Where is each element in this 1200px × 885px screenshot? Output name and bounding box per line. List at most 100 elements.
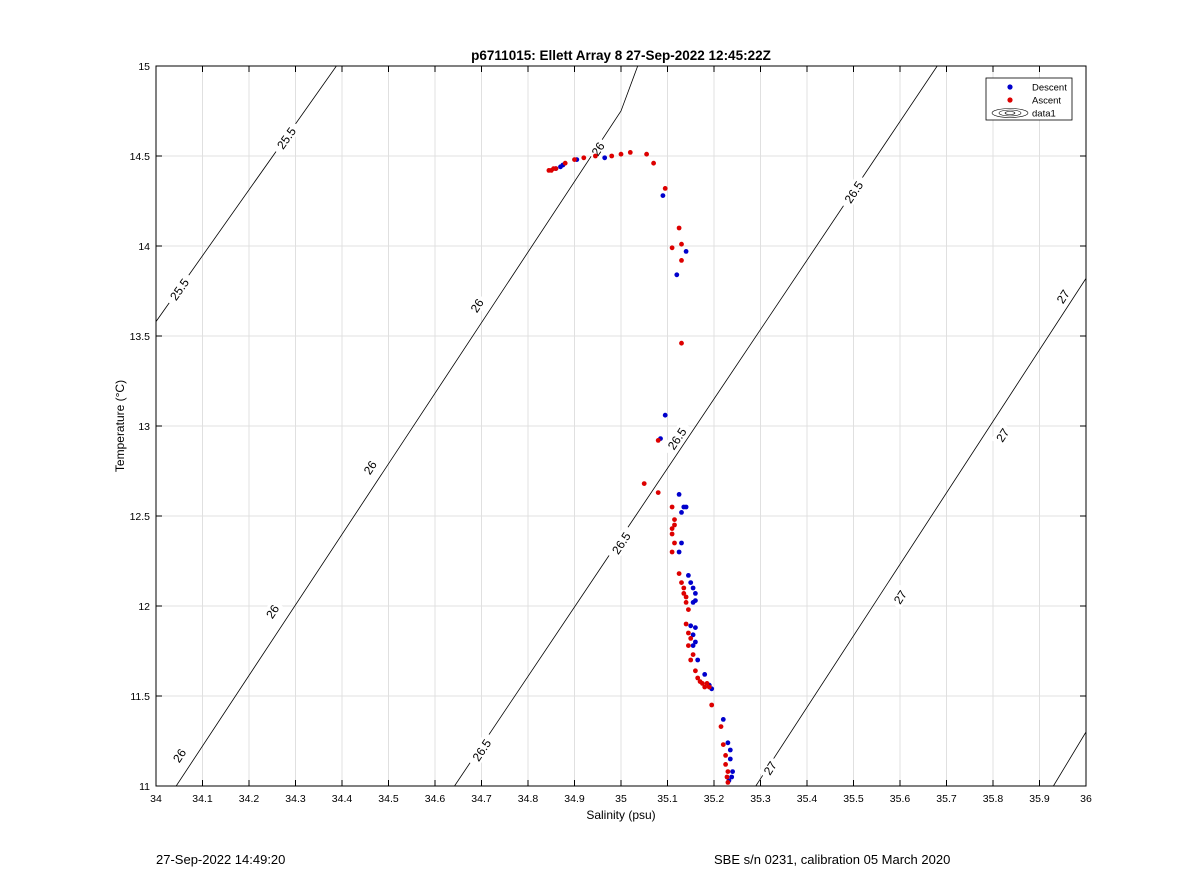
ascent-point — [672, 517, 677, 522]
x-axis-label: Salinity (psu) — [586, 808, 655, 822]
x-ticks: 34 34.1 34.2 34.3 34.4 34.5 34.6 34.7 34.8 34.9 35… — [150, 66, 1092, 805]
ascent-point — [669, 245, 675, 251]
ascent-point — [669, 526, 675, 531]
footer-calibration: SBE s/n 0231, calibration 05 March 2020 — [714, 852, 951, 867]
ascent-point — [679, 580, 684, 585]
isopycnal-line — [175, 66, 639, 786]
descent-point — [686, 573, 691, 578]
ascent-point — [651, 160, 656, 166]
descent-point — [688, 623, 694, 629]
ascent-point — [553, 166, 559, 172]
ascent-point — [672, 522, 677, 528]
descent-point — [674, 272, 680, 278]
y-tick-label: 12 — [138, 601, 150, 613]
descent-point — [693, 625, 698, 630]
x-tick-label: 35.3 — [750, 793, 771, 805]
isopycnal-label-bg — [990, 422, 1014, 448]
descent-point — [729, 774, 735, 780]
ascent-point — [679, 258, 684, 263]
ascent-point — [706, 684, 712, 690]
ascent-point — [720, 742, 726, 747]
x-tick-label: 34.5 — [378, 793, 399, 805]
ascent-point — [662, 186, 668, 191]
ascent-point — [702, 684, 708, 690]
x-tick-label: 34.6 — [425, 793, 446, 805]
x-tick-label: 34.3 — [285, 793, 306, 805]
descent-point — [727, 747, 733, 753]
ascent-point — [644, 151, 649, 157]
y-tick-label: 11.5 — [130, 691, 150, 703]
ascent-point — [686, 643, 691, 648]
isopycnal-label: 27 — [888, 584, 912, 610]
x-tick-label: 36 — [1080, 793, 1092, 805]
descent-point — [660, 193, 666, 199]
descent-point — [683, 249, 689, 254]
ascent-point — [725, 780, 731, 785]
ascent-point — [672, 540, 677, 546]
descent-point — [690, 585, 696, 591]
descent-point — [720, 717, 726, 722]
isopycnal-label-bg — [466, 731, 497, 769]
x-tick-label: 34 — [150, 793, 162, 805]
isopycnal-label: 26 — [465, 293, 489, 318]
x-tick-label: 35.1 — [657, 793, 678, 805]
isopycnal-label: 27 — [1051, 284, 1075, 309]
descent-point — [662, 412, 668, 418]
ascent-point — [655, 438, 661, 443]
isopycnal-label: 27 — [758, 755, 782, 781]
ascent-point — [724, 774, 730, 780]
isopycnal-labels: 25.525.5262626262626.526.526.526.5272727… — [163, 120, 1075, 781]
isopycnal-label-bg — [1051, 284, 1075, 309]
y-tick-label: 11 — [139, 781, 150, 793]
ascent-point — [686, 630, 691, 636]
ascent-point — [676, 225, 682, 231]
y-axis-label: Temperature (°C) — [113, 380, 127, 472]
isopycnal-label: 26 — [167, 743, 191, 768]
ascent-point — [686, 607, 691, 612]
ascent-point — [669, 549, 675, 555]
ascent-point — [709, 702, 715, 708]
y-ticks: 11 11.5 12 12.5 13 13.5 14 14.5 15 — [130, 61, 1086, 793]
descent-point — [676, 549, 682, 555]
descent-point — [690, 600, 696, 605]
x-tick-label: 34.1 — [192, 793, 213, 805]
x-tick-label: 35.7 — [936, 793, 957, 805]
descent-point — [727, 756, 733, 762]
descent-point — [690, 643, 696, 648]
ascent-point — [683, 600, 689, 605]
legend-ascent-marker — [1007, 97, 1013, 103]
ascent-point — [718, 724, 724, 729]
x-tick-label: 35.2 — [704, 793, 725, 805]
y-tick-label: 13.5 — [130, 331, 151, 343]
ascent-point — [593, 153, 598, 159]
x-tick-label: 34.2 — [239, 793, 260, 805]
isopycnal-label-bg — [260, 599, 284, 624]
ascent-point — [676, 571, 682, 576]
footer-timestamp: 27-Sep-2022 14:49:20 — [156, 852, 286, 867]
isopycnal-label: 26 — [586, 136, 610, 162]
descent-point — [702, 672, 708, 677]
x-tick-label: 34.8 — [518, 793, 539, 805]
isopycnal-label: 26 — [358, 455, 382, 480]
ascent-point — [683, 594, 689, 600]
ascent-point — [723, 753, 728, 758]
ascent-point — [681, 585, 687, 591]
ascent-point — [679, 241, 684, 247]
grid — [155, 65, 1087, 787]
isopycnal-label-bg — [358, 455, 382, 480]
x-tick-label: 35.8 — [983, 793, 1004, 805]
y-tick-label: 12.5 — [130, 511, 151, 523]
legend-contour-icon — [991, 108, 1029, 118]
ascent-point — [609, 153, 615, 159]
ascent-point — [725, 769, 731, 774]
x-tick-label: 34.4 — [332, 793, 353, 805]
isopycnal-line — [755, 278, 1086, 786]
data-series — [546, 150, 735, 785]
x-tick-label: 35.6 — [890, 793, 911, 805]
ascent-point — [618, 151, 624, 157]
ascent-point — [723, 762, 728, 767]
legend-box — [985, 77, 1073, 121]
isopycnal-label-bg — [270, 120, 302, 156]
ascent-point — [669, 504, 675, 510]
descent-point — [602, 155, 608, 161]
